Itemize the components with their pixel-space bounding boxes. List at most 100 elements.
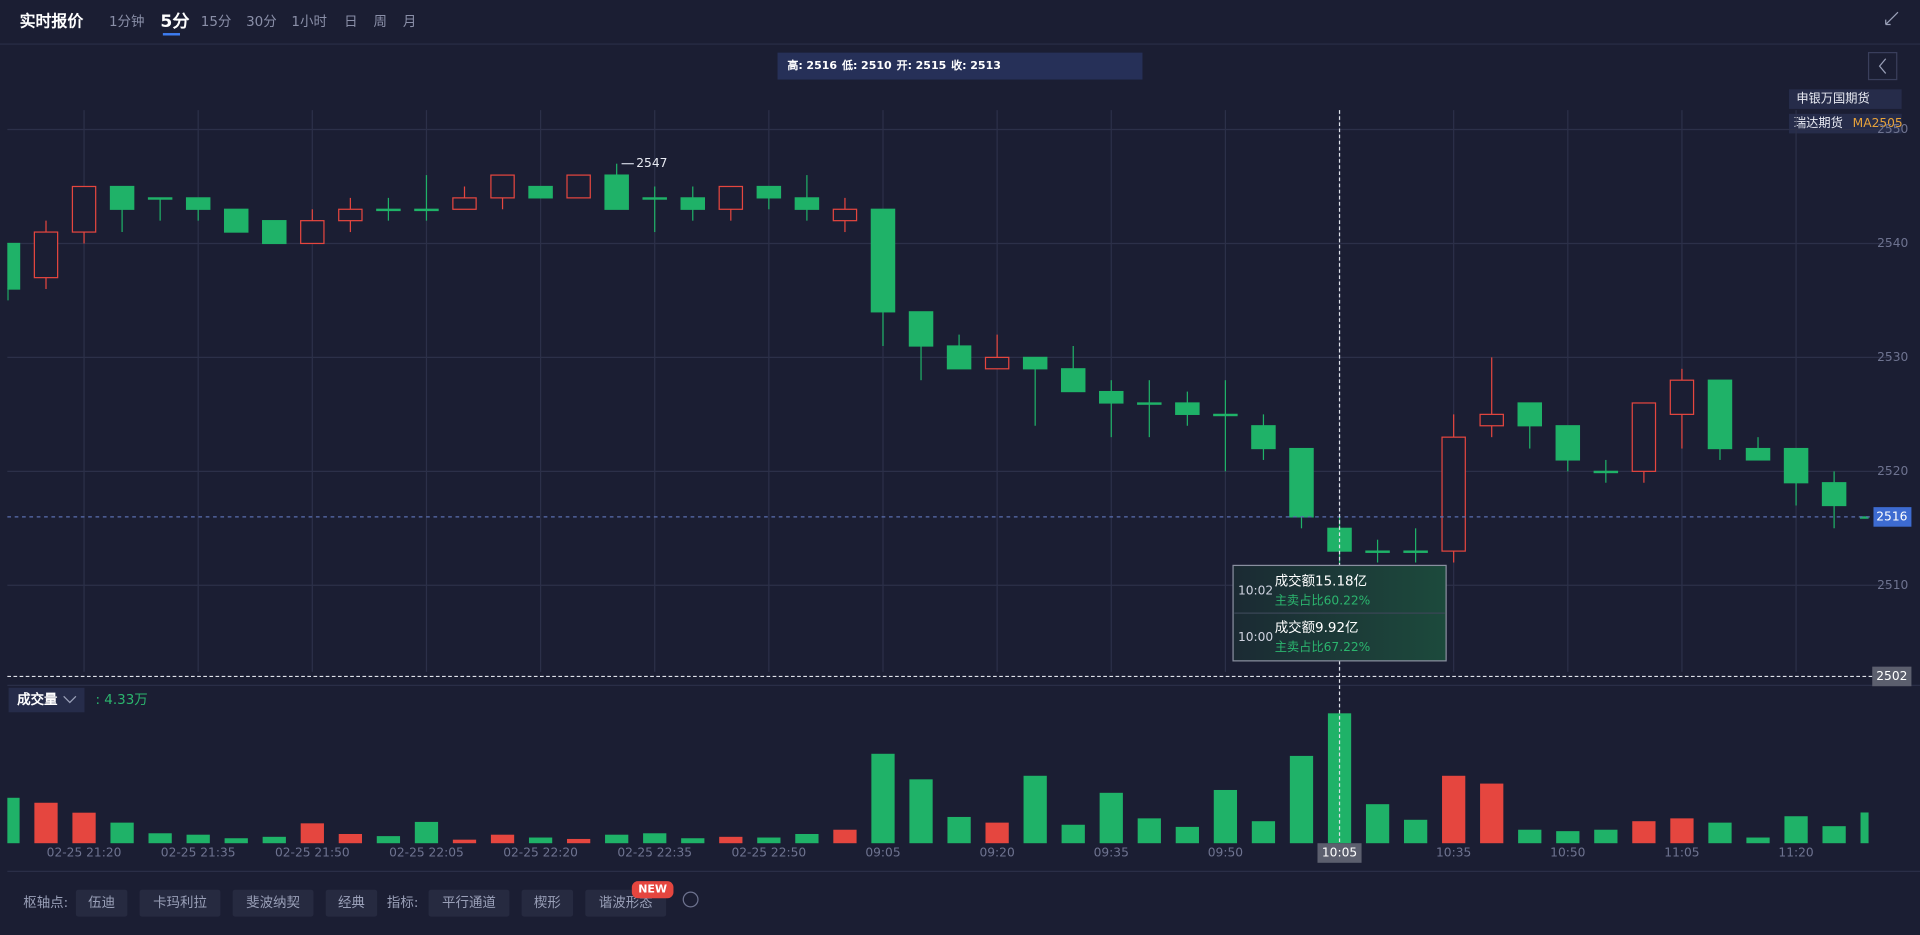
candle-body xyxy=(490,174,515,199)
candle-body xyxy=(1213,413,1238,417)
x-tick-label: 02-25 21:35 xyxy=(161,846,236,860)
candle-body xyxy=(109,185,135,210)
timeframe-tab[interactable]: 15分 xyxy=(201,14,232,30)
toolbar-button[interactable] xyxy=(521,889,574,917)
page-title: 实时报价 xyxy=(20,12,84,31)
candle-body xyxy=(7,242,21,290)
x-tick-label: 02-25 22:05 xyxy=(389,846,464,860)
candle-body xyxy=(262,220,287,245)
crosshair-time-label: 10:05 xyxy=(1322,846,1357,860)
volume-current: : 4.33万 xyxy=(96,693,148,708)
candle-body xyxy=(1175,402,1200,415)
toolbar-button[interactable] xyxy=(428,889,510,917)
arrow-icon xyxy=(1878,58,1887,74)
candle-body xyxy=(984,356,1010,370)
volume-bar xyxy=(1442,775,1466,844)
y-tick-label: 2540 xyxy=(1877,236,1908,250)
legend-entry: 申银万国期货 xyxy=(1796,91,1869,106)
volume-bar xyxy=(452,839,477,844)
info-value: 2510 xyxy=(861,59,892,72)
candle-body xyxy=(300,220,325,245)
volume-bar xyxy=(985,822,1009,844)
candle-body xyxy=(832,208,858,222)
volume-bar xyxy=(1137,818,1161,844)
timeframe-tab[interactable]: 1小时 xyxy=(291,14,326,30)
x-tick-label: 09:05 xyxy=(865,846,900,860)
toolbar-button[interactable] xyxy=(232,889,314,917)
volume-bar xyxy=(110,822,134,844)
candle-body xyxy=(414,208,439,212)
toolbar-button[interactable] xyxy=(75,889,128,917)
candle-body xyxy=(1593,470,1619,474)
candle-body xyxy=(1289,447,1314,518)
candle-body xyxy=(376,208,401,212)
volume-bar xyxy=(1480,783,1504,844)
volume-bar xyxy=(7,797,20,844)
volume-bar xyxy=(490,834,515,844)
legend-entry: 瑞达期货 xyxy=(1794,115,1843,130)
volume-bar xyxy=(1632,821,1656,844)
info-value: 2515 xyxy=(916,59,947,72)
last-price-label: 2516 xyxy=(1876,509,1907,523)
candle-body xyxy=(794,197,820,210)
toolbar-button[interactable] xyxy=(139,889,221,917)
candle-body xyxy=(338,208,363,222)
candle-body xyxy=(147,197,173,200)
last-price-tag xyxy=(1873,507,1912,527)
candle-body xyxy=(33,231,59,279)
new-badge xyxy=(631,881,674,899)
candle-body xyxy=(756,185,782,199)
timeframe-tab[interactable]: 月 xyxy=(403,15,416,30)
volume-bar xyxy=(528,837,553,844)
volume-bar xyxy=(605,834,629,844)
timeframe-tab[interactable]: 1分钟 xyxy=(109,13,144,30)
candle-body xyxy=(870,208,896,313)
crosshair-price-label: 2502 xyxy=(1876,669,1907,683)
candle-body xyxy=(1099,390,1124,404)
toolbar-button-label: 卡玛利拉 xyxy=(153,895,207,911)
candle-body xyxy=(1479,413,1504,427)
candle-body xyxy=(452,197,477,210)
candle-body xyxy=(680,197,706,210)
candle-body xyxy=(528,185,553,199)
x-tick-label: 10:50 xyxy=(1550,846,1585,860)
volume-bar xyxy=(414,821,439,844)
timeframe-tab[interactable]: 30分 xyxy=(246,14,277,30)
info-label: 低: xyxy=(841,58,857,72)
volume-bar xyxy=(833,829,857,844)
candle-body xyxy=(946,345,972,370)
volume-bar xyxy=(1099,792,1123,844)
volume-bar xyxy=(1822,826,1846,844)
toolbar-button-label: 楔形 xyxy=(534,895,561,911)
volume-bar xyxy=(1670,818,1694,844)
collapse-button[interactable] xyxy=(1867,52,1898,81)
volume-bar xyxy=(34,802,58,844)
toolbar-button-label: 平行通道 xyxy=(442,895,496,911)
timeframe-tab[interactable]: 5分 xyxy=(160,12,189,32)
volume-bar xyxy=(1784,816,1808,844)
shrink-icon[interactable] xyxy=(1885,11,1899,26)
toolbar-button-label: 谐波形态 xyxy=(599,895,653,911)
toolbar-button[interactable] xyxy=(325,889,378,917)
volume-bar xyxy=(300,823,324,844)
info-text: 高: 2516 低: 2510 开: 2515 收: 2513 xyxy=(787,58,1001,72)
candle-body xyxy=(718,185,744,210)
volume-bar xyxy=(1289,755,1314,844)
x-tick-label: 09:20 xyxy=(979,846,1014,860)
volume-bar xyxy=(1594,829,1618,844)
tooltip-amount: 成交额9.92亿 xyxy=(1275,619,1359,636)
crosshair-price-tag xyxy=(1872,666,1912,687)
candle-body xyxy=(1821,482,1847,507)
toolbar-button-label: 斐波纳契 xyxy=(246,895,300,911)
legend-box xyxy=(1788,113,1902,134)
timeframe-tab[interactable]: 周 xyxy=(373,15,386,30)
candle-body xyxy=(1022,356,1048,370)
timeframe-tab[interactable]: 日 xyxy=(344,15,357,30)
x-tick-label: 11:20 xyxy=(1778,846,1813,860)
info-value: 2516 xyxy=(806,59,837,72)
help-icon[interactable] xyxy=(682,891,699,908)
volume-bar xyxy=(1251,821,1276,844)
y-tick-label: 2530 xyxy=(1877,350,1908,364)
candle-body xyxy=(1441,436,1466,552)
volume-bar xyxy=(1365,804,1390,844)
